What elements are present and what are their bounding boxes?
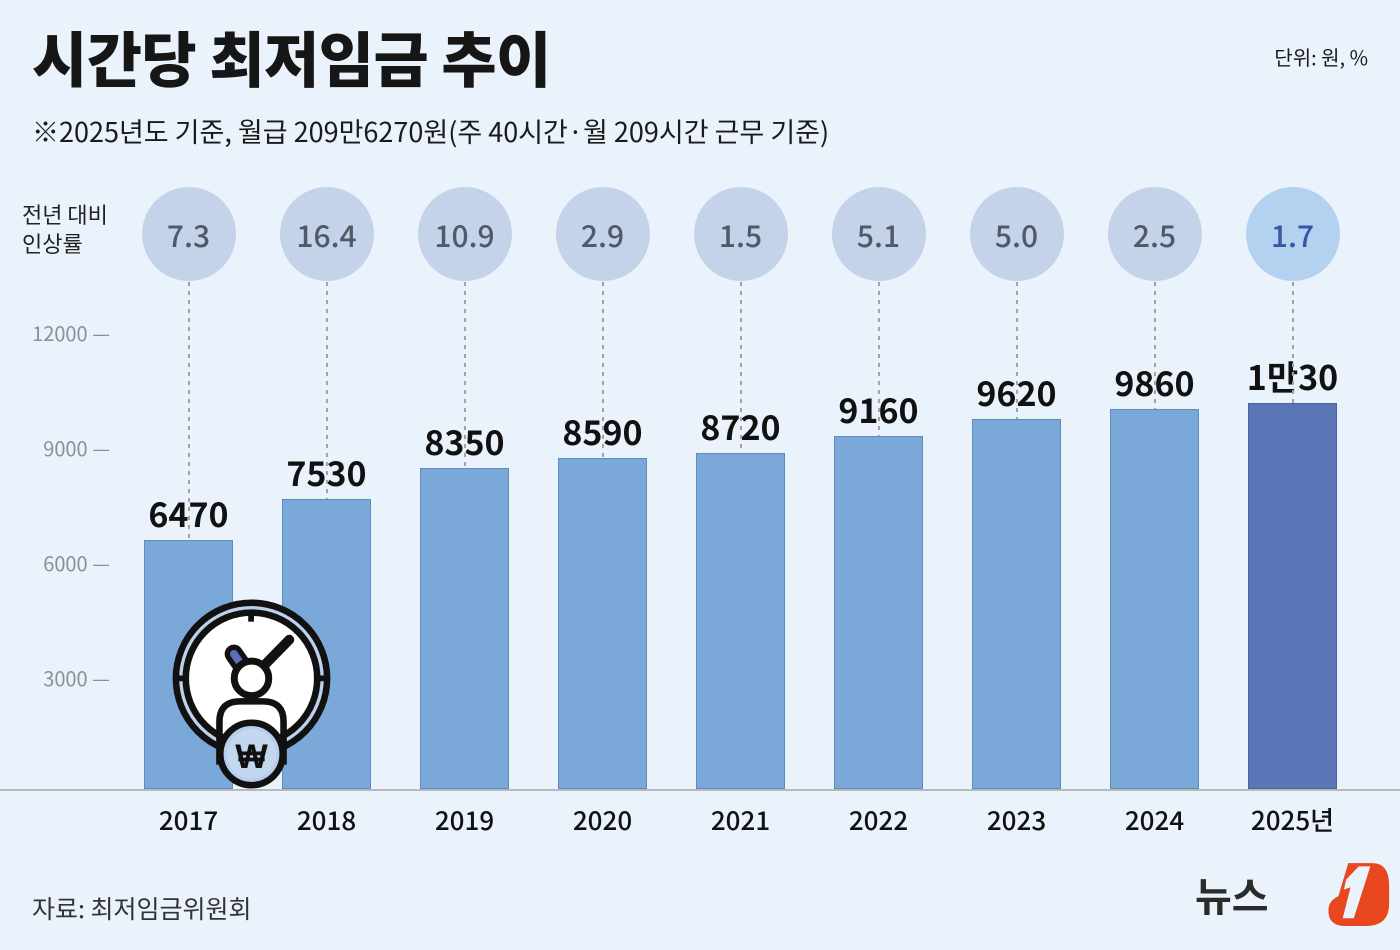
svg-text:뉴스: 뉴스 (1195, 865, 1269, 923)
svg-text:W: W (235, 738, 268, 776)
